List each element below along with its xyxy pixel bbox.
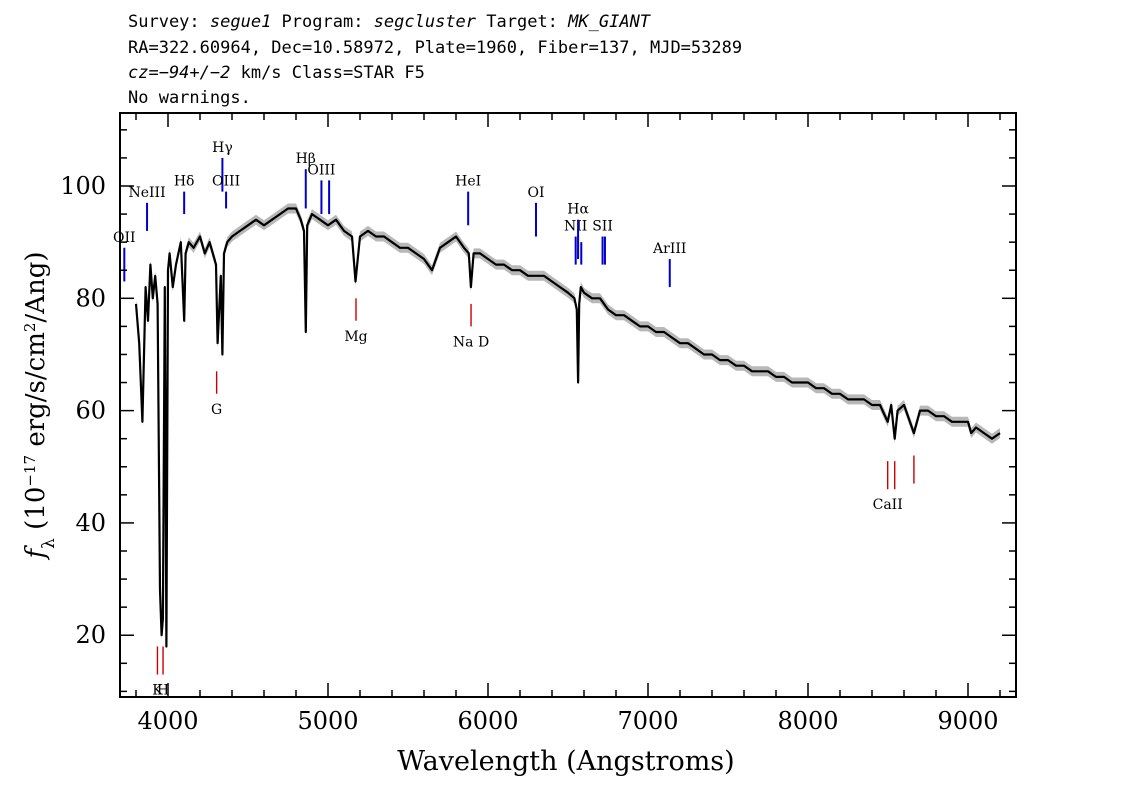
survey-value: segue1 <box>209 12 272 32</box>
program-value: segcluster <box>373 12 477 32</box>
x-tick-label: 6000 <box>457 707 518 735</box>
emission-line-label: SII <box>592 219 613 235</box>
x-tick-label: 4000 <box>137 707 198 735</box>
error-band <box>136 203 1000 652</box>
y-axis-label: fλ (10−17 erg/s/cm2/Ang) <box>21 252 59 561</box>
absorption-line-label: Mg <box>344 329 367 345</box>
y-tick-label: 100 <box>60 172 106 200</box>
emission-line-label: ArIII <box>652 241 686 257</box>
emission-line-label: Hγ <box>212 140 233 156</box>
absorption-line-label: H <box>157 683 169 699</box>
absorption-line-label: CaII <box>873 497 903 513</box>
emission-line-label: NeIII <box>128 185 165 201</box>
class-text: km/s Class=STAR F5 <box>230 63 425 83</box>
survey-label: Survey: <box>128 12 210 32</box>
header-line-2: RA=322.60964, Dec=10.58972, Plate=1960, … <box>128 38 743 58</box>
emission-line-label: NII <box>564 219 587 235</box>
emission-line-label: Hδ <box>174 174 195 190</box>
x-tick-label: 5000 <box>297 707 358 735</box>
y-tick-label: 60 <box>75 397 106 425</box>
absorption-line-label: K <box>152 683 163 699</box>
program-label: Program: <box>271 12 374 32</box>
header-line-1: Survey: segue1 Program: segcluster Targe… <box>128 12 650 32</box>
emission-line-label: OII <box>113 230 136 246</box>
plot-frame <box>119 112 1017 698</box>
absorption-line-label: Na D <box>453 334 489 350</box>
emission-line-label: HeI <box>455 174 481 190</box>
x-tick-label: 7000 <box>617 707 678 735</box>
flux-line <box>134 207 1001 648</box>
y-tick-label: 80 <box>75 284 106 312</box>
target-label: Target: <box>476 12 569 32</box>
absorption-line-label: G <box>211 402 222 418</box>
y-tick-label: 40 <box>75 509 106 537</box>
axes: 4000 5000 6000 7000 8000 9000 20 40 60 80 100 <box>60 112 1017 735</box>
emission-line-label: OI <box>527 185 544 201</box>
y-tick-label: 20 <box>75 621 106 649</box>
header-line-3: cz=−94+/−2 km/s Class=STAR F5 <box>128 63 425 83</box>
header-line-4: No warnings. <box>128 88 251 108</box>
error-envelope <box>136 203 1000 652</box>
emission-line-label: Hβ <box>296 151 316 167</box>
x-axis-label: Wavelength (Angstroms) <box>397 746 734 777</box>
flux-series <box>134 207 1001 648</box>
emission-line-label: OIII <box>212 174 240 190</box>
x-tick-label: 9000 <box>937 707 998 735</box>
x-tick-label: 8000 <box>777 707 838 735</box>
emission-line-label: Hα <box>567 202 589 218</box>
target-value: MK_GIANT <box>568 12 651 32</box>
redshift-value: cz=−94+/−2 <box>128 63 231 83</box>
emission-line-label: OIII <box>307 162 335 178</box>
line-markers: OIINeIIIHδHγOIIIHβOIIIHeIOINIIHαSIIArIII… <box>113 140 915 699</box>
